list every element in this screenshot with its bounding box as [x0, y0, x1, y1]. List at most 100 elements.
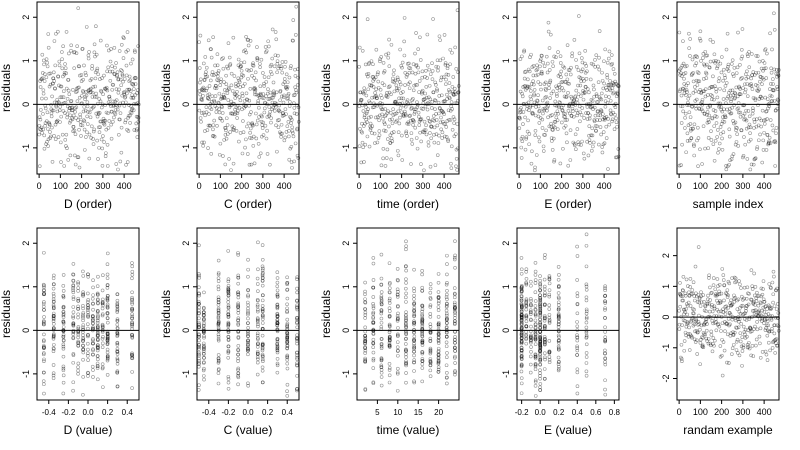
data-point: [51, 291, 56, 296]
data-point: [379, 363, 384, 368]
data-point: [575, 370, 580, 375]
data-point: [127, 74, 132, 79]
data-point: [90, 296, 95, 301]
data-point: [215, 124, 219, 128]
data-point: [244, 50, 249, 55]
data-point: [202, 321, 206, 326]
data-point: [696, 322, 700, 327]
data-point: [61, 273, 66, 277]
data-point: [84, 90, 89, 94]
data-point: [114, 98, 119, 102]
data-point: [538, 333, 542, 337]
data-point: [529, 89, 533, 93]
data-point: [363, 316, 367, 320]
data-point: [226, 293, 231, 298]
data-point: [115, 319, 120, 323]
data-point: [95, 343, 100, 348]
data-point: [285, 302, 289, 307]
data-point: [199, 77, 203, 82]
data-point: [244, 137, 248, 142]
data-point: [757, 87, 761, 92]
data-point: [721, 67, 726, 72]
data-point: [594, 94, 599, 98]
data-point: [363, 351, 367, 355]
data-point: [764, 312, 769, 317]
data-point: [275, 295, 280, 299]
data-point: [724, 167, 729, 172]
data-point: [285, 324, 289, 329]
data-point: [91, 314, 95, 319]
data-point: [40, 52, 45, 57]
data-point: [428, 330, 433, 335]
data-point: [96, 274, 100, 279]
data-point: [436, 308, 441, 312]
data-point: [717, 283, 722, 287]
data-point: [95, 309, 100, 313]
data-point: [768, 87, 772, 91]
data-point: [697, 297, 702, 301]
data-point: [275, 149, 279, 154]
data-point: [238, 98, 243, 103]
data-point: [520, 54, 524, 59]
data-point: [405, 121, 409, 126]
data-point: [236, 335, 241, 339]
data-point: [758, 300, 763, 305]
data-point: [61, 284, 66, 288]
data-point: [428, 336, 433, 341]
data-point: [710, 290, 714, 295]
data-point: [226, 314, 231, 319]
data-point: [609, 112, 613, 117]
data-point: [246, 338, 250, 343]
data-point: [557, 322, 561, 327]
data-point: [61, 364, 66, 369]
data-point: [547, 360, 552, 364]
data-point: [196, 388, 201, 392]
data-point: [725, 322, 729, 326]
data-point: [226, 289, 231, 293]
data-point: [420, 333, 425, 338]
data-point: [227, 87, 231, 92]
data-point: [261, 266, 265, 271]
data-point: [271, 92, 276, 97]
data-point: [387, 366, 392, 370]
data-point: [733, 91, 738, 96]
data-point: [587, 116, 592, 121]
data-point: [373, 75, 378, 80]
data-point: [453, 304, 457, 309]
y-tick-label: 2: [661, 253, 671, 258]
data-point: [98, 99, 103, 104]
data-point: [420, 69, 425, 74]
data-point: [559, 75, 563, 79]
data-point: [519, 333, 524, 337]
data-point: [568, 158, 573, 162]
data-point: [49, 107, 54, 111]
data-point: [81, 90, 86, 94]
data-point: [753, 156, 757, 161]
data-point: [709, 333, 714, 337]
data-point: [264, 136, 269, 141]
data-point: [733, 142, 738, 147]
data-point: [246, 306, 250, 311]
data-point: [581, 76, 585, 81]
data-point: [364, 93, 369, 98]
data-point: [443, 61, 448, 65]
data-point: [533, 168, 537, 173]
data-point: [695, 338, 699, 343]
data-point: [387, 343, 392, 348]
data-point: [118, 101, 122, 106]
data-point: [248, 86, 253, 91]
data-point: [766, 141, 771, 145]
data-point: [226, 312, 231, 317]
data-point: [538, 282, 543, 287]
data-point: [603, 299, 607, 303]
x-tick-label: 400: [117, 181, 132, 191]
data-point: [602, 81, 606, 86]
data-point: [288, 146, 293, 151]
data-point: [76, 289, 80, 293]
data-point: [202, 290, 206, 295]
data-point: [557, 364, 561, 369]
data-point: [107, 119, 112, 123]
data-point: [538, 284, 543, 289]
data-point: [105, 143, 110, 147]
data-point: [526, 100, 531, 105]
